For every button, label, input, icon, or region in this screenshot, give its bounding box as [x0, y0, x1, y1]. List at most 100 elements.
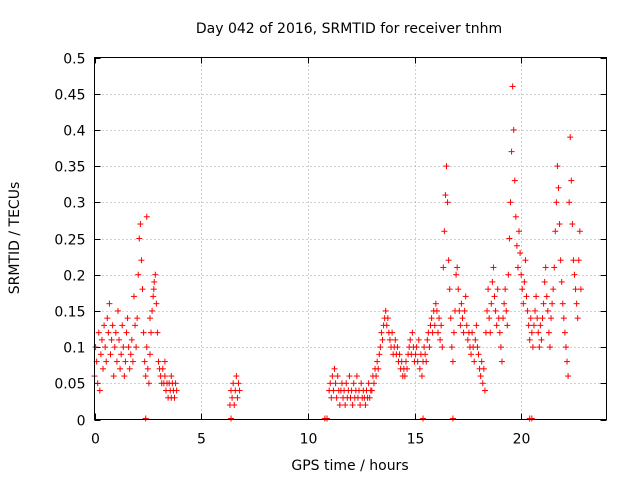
data-point	[145, 380, 152, 387]
data-point	[459, 315, 466, 322]
data-point	[366, 394, 373, 401]
data-point	[110, 373, 117, 380]
data-point	[324, 415, 331, 422]
data-point	[130, 293, 137, 300]
data-point	[105, 329, 112, 336]
y-tick-label: 0.05	[54, 377, 85, 393]
data-point	[134, 315, 141, 322]
data-point	[125, 344, 132, 351]
y-tick-label: 0.25	[54, 233, 85, 249]
data-point	[496, 329, 503, 336]
data-point	[334, 373, 341, 380]
data-point	[138, 257, 145, 264]
data-point	[571, 271, 578, 278]
data-point	[456, 307, 463, 314]
data-point	[431, 322, 438, 329]
data-point	[404, 365, 411, 372]
data-point	[522, 257, 529, 264]
data-point	[343, 380, 350, 387]
data-point	[574, 315, 581, 322]
y-axis-label: SRMTID / TECUs	[7, 182, 23, 295]
data-point	[525, 322, 532, 329]
data-point	[526, 336, 533, 343]
data-point	[384, 315, 391, 322]
data-point	[432, 300, 439, 307]
data-point	[150, 286, 157, 293]
y-tick-label: 0.5	[63, 52, 85, 68]
data-point	[379, 336, 386, 343]
data-point	[382, 307, 389, 314]
data-point	[148, 329, 155, 336]
data-point	[533, 293, 540, 300]
data-point	[548, 315, 555, 322]
data-point	[448, 344, 455, 351]
data-point	[123, 329, 130, 336]
data-point	[559, 300, 566, 307]
data-point	[535, 329, 542, 336]
data-point	[423, 358, 430, 365]
data-point	[461, 307, 468, 314]
data-point	[126, 365, 133, 372]
data-point	[433, 307, 440, 314]
data-point	[480, 365, 487, 372]
data-point	[231, 402, 238, 409]
data-point	[330, 387, 337, 394]
y-tick-label: 0.2	[63, 269, 85, 285]
data-point	[132, 322, 139, 329]
data-point	[234, 394, 241, 401]
data-point	[394, 344, 401, 351]
data-point	[426, 344, 433, 351]
data-point	[92, 344, 99, 351]
data-point	[230, 380, 237, 387]
data-point	[508, 148, 515, 155]
grid	[94, 57, 607, 420]
data-point	[473, 322, 480, 329]
data-point	[472, 336, 479, 343]
data-point	[534, 315, 541, 322]
x-tick-label: 10	[300, 432, 318, 448]
data-point	[471, 358, 478, 365]
data-point	[108, 336, 115, 343]
data-point	[376, 351, 383, 358]
data-point	[152, 271, 159, 278]
axis-ticks: 0 0.05 0.1 0.15 0.2 0.25 0.3 0.35 0.4 0.45 0.5 0 5 10…	[54, 52, 607, 448]
data-point	[401, 373, 408, 380]
data-point	[513, 242, 520, 249]
data-point	[141, 358, 148, 365]
data-point	[420, 415, 427, 422]
data-point	[413, 344, 420, 351]
data-point	[143, 344, 150, 351]
data-point	[117, 365, 124, 372]
data-point	[441, 228, 448, 235]
data-point	[168, 373, 175, 380]
data-point	[349, 402, 356, 409]
data-point	[368, 387, 375, 394]
data-point	[438, 322, 445, 329]
data-point	[235, 380, 242, 387]
data-point	[524, 307, 531, 314]
data-point	[543, 293, 550, 300]
data-point	[519, 286, 526, 293]
data-point	[527, 315, 534, 322]
data-point	[389, 329, 396, 336]
data-point	[107, 351, 114, 358]
data-point	[153, 300, 160, 307]
data-point	[236, 387, 243, 394]
data-point	[442, 192, 449, 199]
data-point	[481, 387, 488, 394]
data-point	[98, 336, 105, 343]
data-point	[555, 184, 562, 191]
data-point	[127, 351, 134, 358]
data-point	[561, 329, 568, 336]
data-point	[497, 344, 504, 351]
data-point	[562, 344, 569, 351]
data-point	[510, 126, 517, 133]
data-point	[416, 365, 423, 372]
data-point	[161, 358, 168, 365]
data-point	[553, 199, 560, 206]
data-point	[135, 271, 142, 278]
data-point	[146, 351, 153, 358]
data-point	[503, 307, 510, 314]
data-point	[436, 315, 443, 322]
